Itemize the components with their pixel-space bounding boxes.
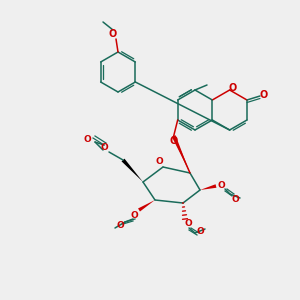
Text: O: O bbox=[196, 226, 204, 236]
Text: O: O bbox=[130, 211, 138, 220]
Text: O: O bbox=[109, 29, 117, 39]
Text: O: O bbox=[116, 221, 124, 230]
Text: O: O bbox=[217, 182, 225, 190]
Text: O: O bbox=[155, 158, 163, 166]
Text: O: O bbox=[229, 83, 237, 93]
Text: O: O bbox=[231, 194, 239, 203]
Text: O: O bbox=[169, 136, 178, 146]
Text: O: O bbox=[100, 143, 108, 152]
Text: O: O bbox=[83, 136, 91, 145]
Polygon shape bbox=[172, 135, 190, 173]
Text: O: O bbox=[260, 90, 268, 100]
Polygon shape bbox=[138, 200, 155, 212]
Polygon shape bbox=[122, 159, 143, 182]
Polygon shape bbox=[200, 184, 216, 190]
Text: O: O bbox=[184, 220, 192, 229]
